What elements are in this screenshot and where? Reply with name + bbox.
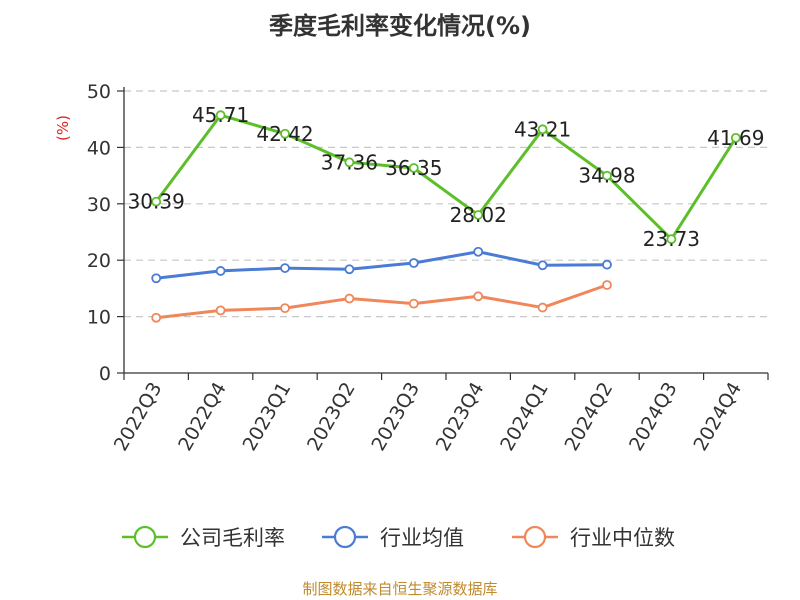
x-tick-label: 2024Q2 xyxy=(561,379,618,455)
data-point xyxy=(537,260,548,271)
x-tick-label: 2023Q4 xyxy=(432,379,489,455)
data-point xyxy=(280,128,290,139)
x-tick-label: 2022Q4 xyxy=(174,379,231,455)
data-label: 28.02 xyxy=(450,203,507,227)
series-line xyxy=(156,283,608,320)
legend-item-label: 行业均值 xyxy=(380,526,464,550)
data-point xyxy=(730,132,741,143)
y-tick-label: 30 xyxy=(87,194,111,216)
data-point xyxy=(344,264,355,275)
data-point xyxy=(473,210,484,220)
data-label: 45.71 xyxy=(192,103,249,127)
x-tick-label: 2024Q3 xyxy=(625,379,682,455)
data-point xyxy=(151,312,162,323)
legend-item-label: 行业中位数 xyxy=(570,526,675,550)
y-tick-label: 0 xyxy=(99,363,111,385)
data-labels: 30.39 45.71 42.42 37.36 36.35 28.02 43.21 34.98… xyxy=(128,103,765,251)
x-tick-label: 2024Q4 xyxy=(689,379,746,455)
data-label: 36.35 xyxy=(385,156,442,180)
data-point xyxy=(666,234,677,245)
legend-item-label: 公司毛利率 xyxy=(180,526,285,550)
data-point xyxy=(537,124,548,135)
y-tick-label: 10 xyxy=(87,307,111,329)
data-point xyxy=(215,305,226,316)
x-tick-label: 2022Q3 xyxy=(110,379,167,455)
data-label: 42.42 xyxy=(256,122,313,146)
x-tick-label: 2023Q1 xyxy=(239,379,296,455)
data-point xyxy=(215,266,226,276)
data-point xyxy=(408,258,419,268)
x-tick-label: 2024Q1 xyxy=(496,379,553,455)
series-lines xyxy=(151,110,741,323)
y-tick-label: 20 xyxy=(87,250,111,272)
source-note: 制图数据来自恒生聚源数据库 xyxy=(302,580,497,598)
legend-swatch-marker xyxy=(523,525,547,549)
data-point xyxy=(408,298,419,309)
y-tick-label: 50 xyxy=(87,81,111,103)
data-point xyxy=(151,273,162,284)
data-point xyxy=(408,163,419,173)
data-point xyxy=(602,259,612,270)
legend-swatch-marker xyxy=(133,525,157,549)
chart-title: 季度毛利率变化情况(%) xyxy=(269,12,531,40)
legend: 公司毛利率 行业均值 行业中位数 xyxy=(122,525,675,550)
data-label: 30.39 xyxy=(128,190,185,214)
data-point xyxy=(537,302,548,313)
x-tick-label: 2023Q2 xyxy=(303,379,360,455)
data-point xyxy=(473,246,484,257)
data-point xyxy=(215,110,226,121)
data-label: 34.98 xyxy=(578,164,635,188)
data-point xyxy=(280,303,290,314)
data-label: 41.69 xyxy=(707,126,764,150)
x-tick-label: 2023Q3 xyxy=(367,379,424,455)
data-point xyxy=(602,170,612,181)
y-tick-label: 40 xyxy=(87,137,111,159)
data-point xyxy=(473,291,484,302)
data-point xyxy=(151,196,162,207)
series-line xyxy=(154,113,738,241)
legend-swatch-marker xyxy=(333,525,357,549)
data-point xyxy=(344,293,355,304)
data-point xyxy=(344,157,355,168)
y-axis-label: (%) xyxy=(54,115,72,141)
data-label: 23.73 xyxy=(643,227,700,251)
data-label: 37.36 xyxy=(321,150,378,174)
data-label: 43.21 xyxy=(514,117,571,141)
data-point xyxy=(280,263,290,273)
series-line xyxy=(156,250,608,280)
data-point xyxy=(602,280,612,290)
